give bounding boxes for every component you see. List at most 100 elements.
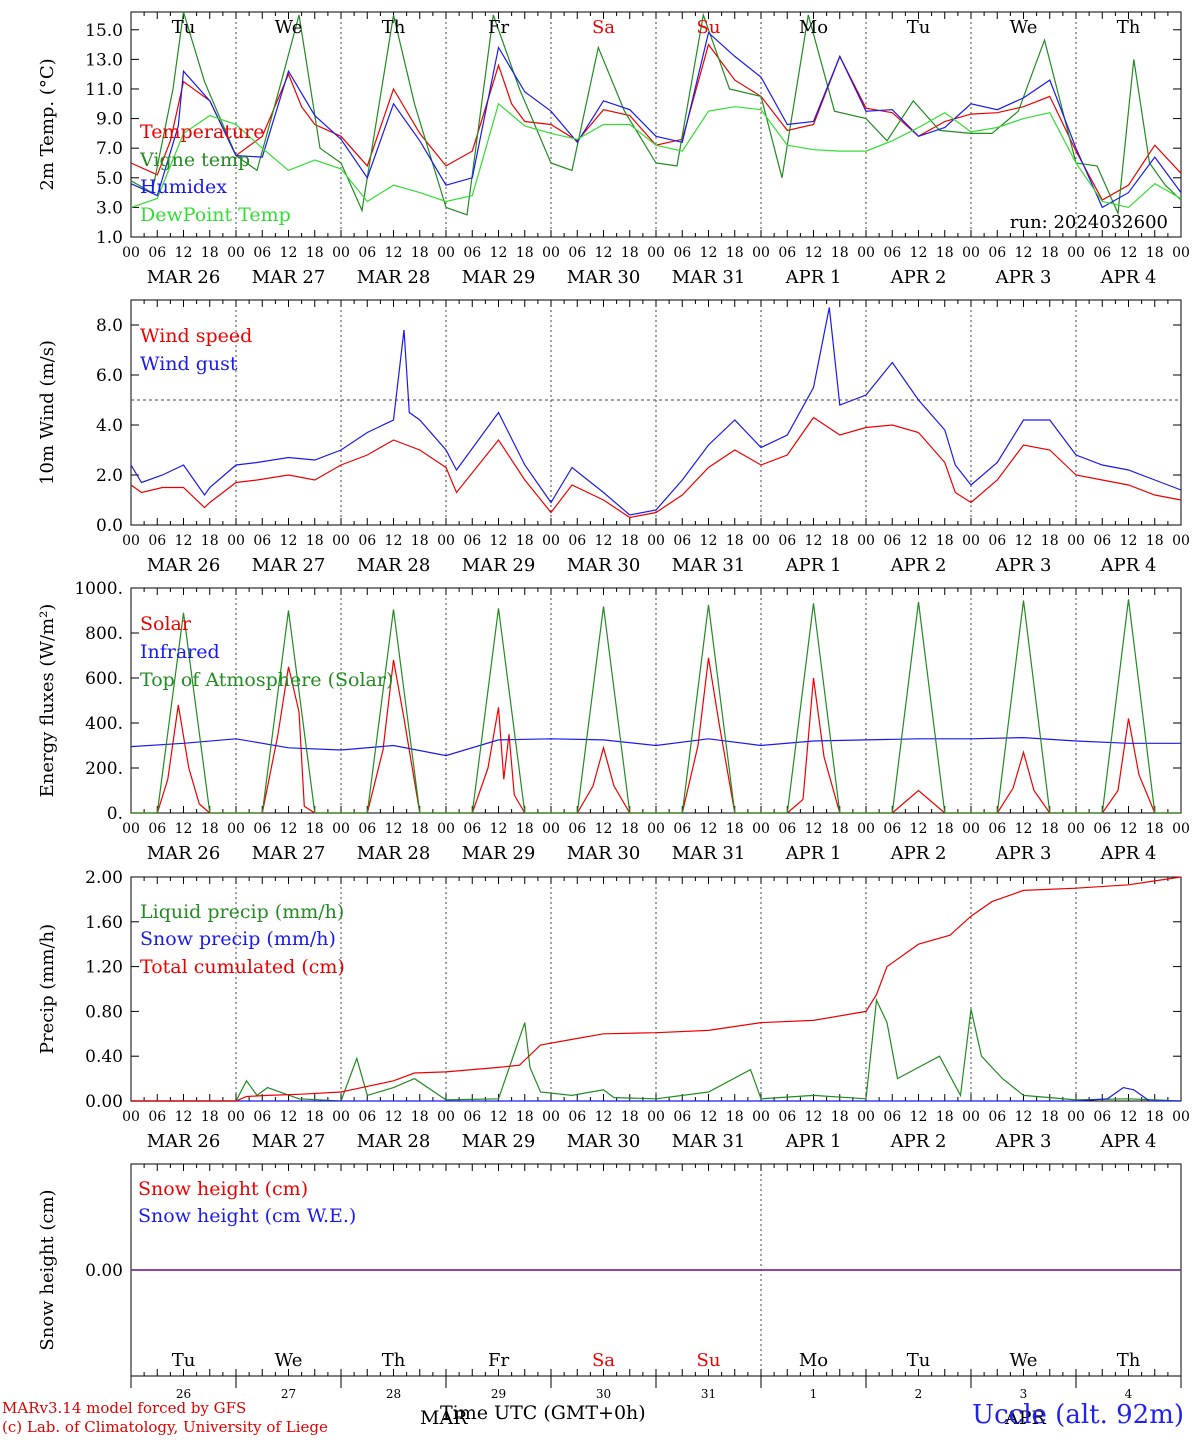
x-hour-label: 06 [148, 533, 166, 549]
x-hour-label: 00 [1067, 821, 1085, 837]
x-hour-label: 18 [936, 821, 954, 837]
x-date-label: APR 2 [890, 1131, 947, 1152]
x-hour-label: 06 [778, 821, 796, 837]
x-date-label: APR 1 [785, 843, 842, 864]
x-date-label: MAR 28 [357, 1131, 431, 1152]
y-tick-label: 9.0 [96, 110, 123, 130]
x-hour-label: 00 [962, 245, 980, 261]
weekday-label-top: Tu [907, 17, 931, 38]
weekday-label-bottom: Tu [172, 1350, 196, 1371]
x-hour-label: 12 [280, 821, 298, 837]
x-hour-label: 12 [805, 821, 823, 837]
x-hour-label: 12 [910, 1109, 928, 1125]
x-hour-label: 06 [1093, 1109, 1111, 1125]
series-line-wind-gust [130, 307, 1182, 516]
x-date-label: MAR 30 [567, 843, 641, 864]
x-hour-label: 06 [253, 533, 271, 549]
x-hour-label: 06 [568, 1109, 586, 1125]
x-date-label: MAR 27 [252, 267, 326, 288]
x-hour-label: 18 [516, 821, 534, 837]
series-line-top-of-atmosphere-solar- [131, 599, 1181, 814]
x-hour-label: 18 [831, 533, 849, 549]
x-date-label: APR 4 [1100, 555, 1157, 576]
y-tick-label: 0.00 [85, 1092, 123, 1112]
x-hour-label: 06 [988, 1109, 1006, 1125]
x-hour-label: 18 [411, 533, 429, 549]
legend-entry: Temperature [140, 121, 264, 143]
x-hour-label: 12 [280, 533, 298, 549]
day-number: 30 [596, 1387, 611, 1401]
legend-entry: Top of Atmosphere (Solar) [140, 669, 393, 691]
x-hour-label: 00 [962, 533, 980, 549]
weekday-label-top: Su [697, 17, 721, 38]
x-hour-label: 06 [883, 533, 901, 549]
station-label: Uccle (alt. 92m) [972, 1400, 1184, 1430]
x-hour-label: 00 [227, 821, 245, 837]
x-hour-label: 00 [857, 245, 875, 261]
x-hour-label: 18 [621, 533, 639, 549]
weekday-label-top: Th [382, 17, 406, 38]
x-hour-label: 06 [1093, 821, 1111, 837]
y-tick-label: 800. [85, 624, 123, 644]
x-hour-label: 18 [1041, 1109, 1059, 1125]
x-hour-label: 18 [201, 533, 219, 549]
x-hour-label: 06 [568, 533, 586, 549]
x-hour-label: 18 [516, 1109, 534, 1125]
x-hour-label: 18 [1041, 245, 1059, 261]
y-tick-label: 0.80 [85, 1002, 123, 1022]
x-hour-label: 00 [1172, 821, 1190, 837]
x-hour-label: 18 [1041, 533, 1059, 549]
run-label: run: 2024032600 [1010, 212, 1168, 233]
x-date-label: MAR 31 [672, 267, 746, 288]
weekday-label-top: Sa [592, 17, 615, 38]
day-number: 31 [701, 1387, 716, 1401]
weekday-label-bottom: Th [382, 1350, 406, 1371]
x-hour-label: 12 [1015, 533, 1033, 549]
x-hour-label: 00 [1067, 533, 1085, 549]
series-line-total-cumulated-cm- [131, 876, 1182, 1102]
x-date-label: APR 4 [1100, 267, 1157, 288]
x-hour-label: 18 [1146, 533, 1164, 549]
y-tick-label: 0.0 [96, 516, 123, 536]
x-hour-label: 18 [306, 821, 324, 837]
x-date-label: APR 3 [995, 267, 1052, 288]
x-hour-label: 12 [595, 533, 613, 549]
day-number: 3 [1020, 1387, 1028, 1401]
y-tick-label: 8.0 [96, 316, 123, 336]
x-hour-label: 00 [962, 821, 980, 837]
weekday-label-top: Th [1117, 17, 1141, 38]
day-number: 28 [386, 1387, 401, 1401]
x-hour-label: 00 [857, 1109, 875, 1125]
x-hour-label: 00 [542, 245, 560, 261]
x-hour-label: 18 [306, 1109, 324, 1125]
x-hour-label: 18 [726, 1109, 744, 1125]
series-line-temperature [130, 43, 1182, 201]
x-hour-label: 00 [332, 533, 350, 549]
x-hour-label: 06 [253, 1109, 271, 1125]
x-date-label: APR 4 [1100, 1131, 1157, 1152]
y-tick-label: 0.00 [85, 1261, 123, 1281]
credit-line-1: MARv3.14 model forced by GFS [2, 1399, 247, 1417]
x-hour-label: 00 [542, 533, 560, 549]
x-hour-label: 06 [778, 245, 796, 261]
month-label-apr: APR [1004, 1407, 1047, 1429]
x-hour-label: 06 [358, 821, 376, 837]
x-hour-label: 12 [910, 245, 928, 261]
y-tick-label: 0. [107, 804, 123, 824]
x-hour-label: 00 [122, 821, 140, 837]
x-hour-label: 06 [148, 245, 166, 261]
x-hour-label: 00 [1172, 533, 1190, 549]
x-hour-label: 06 [358, 245, 376, 261]
legend-entry: Wind speed [140, 325, 252, 347]
x-date-label: MAR 30 [567, 1131, 641, 1152]
x-hour-label: 06 [358, 1109, 376, 1125]
x-hour-label: 00 [752, 533, 770, 549]
x-hour-label: 06 [358, 533, 376, 549]
x-date-label: APR 1 [785, 555, 842, 576]
x-hour-label: 06 [778, 1109, 796, 1125]
y-tick-label: 0.40 [85, 1047, 123, 1067]
x-date-label: MAR 29 [462, 555, 536, 576]
x-date-label: MAR 30 [567, 267, 641, 288]
x-hour-label: 00 [752, 1109, 770, 1125]
y-tick-label: 200. [85, 759, 123, 779]
